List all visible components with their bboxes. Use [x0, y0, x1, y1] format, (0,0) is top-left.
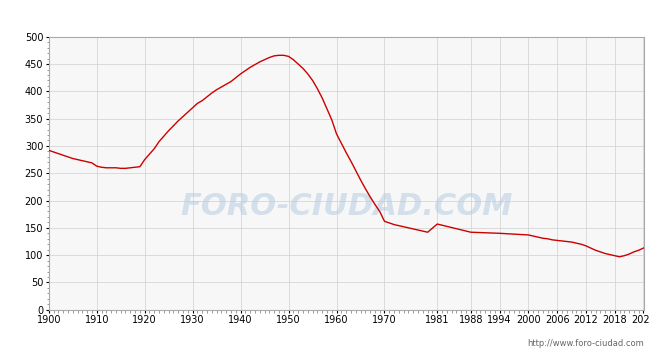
- Text: FORO-CIUDAD.COM: FORO-CIUDAD.COM: [180, 191, 512, 220]
- Text: http://www.foro-ciudad.com: http://www.foro-ciudad.com: [526, 339, 644, 348]
- Text: Mironcillo (Municipio) - Evolucion del numero de Habitantes: Mironcillo (Municipio) - Evolucion del n…: [107, 9, 543, 23]
